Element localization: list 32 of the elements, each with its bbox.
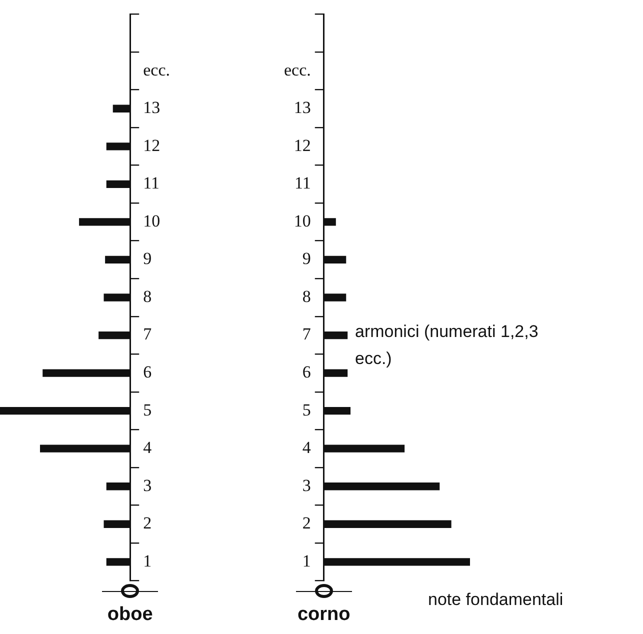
y-tick-label: 4	[143, 438, 152, 458]
y-tick-label: 4	[302, 438, 312, 458]
y-tick-label: 1	[302, 551, 311, 570]
y-tick-label: 11	[294, 174, 311, 193]
y-tick-label: 13	[143, 98, 160, 118]
y-tick-label: 7	[143, 324, 152, 344]
y-tick-label: 12	[294, 136, 311, 155]
y-tick-label: 5	[302, 400, 311, 420]
y-tick-label: 10	[294, 211, 311, 230]
y-tick-label: 8	[143, 286, 152, 306]
y-tick-label: 3	[302, 476, 311, 495]
y-tick-label: 6	[302, 362, 311, 382]
x-axis-title: oboe	[107, 604, 153, 626]
text: note fondamentali	[428, 589, 564, 611]
y-tick-label: 9	[302, 249, 311, 268]
y-tick-label: 10	[143, 211, 160, 230]
y-tick-label: 3	[143, 476, 152, 495]
y-tick-label: ecc.	[143, 60, 170, 80]
x-axis-title: corno	[297, 604, 350, 626]
y-tick-label: 11	[143, 174, 160, 193]
y-tick-label: 12	[143, 136, 160, 155]
y-tick-label: 6	[143, 362, 152, 382]
y-tick-label: 8	[302, 286, 311, 306]
y-tick-label: 9	[143, 249, 152, 268]
y-tick-label: 2	[143, 514, 152, 533]
y-tick-label: 13	[294, 98, 311, 118]
y-tick-label: 5	[143, 400, 152, 420]
y-tick-label: ecc.	[284, 60, 311, 80]
y-tick-label: 2	[302, 514, 311, 533]
y-tick-label: 7	[302, 324, 312, 344]
annotation: armonici (numerati 1,2,3 ecc.)	[355, 321, 540, 370]
y-tick-label: 1	[143, 551, 152, 570]
